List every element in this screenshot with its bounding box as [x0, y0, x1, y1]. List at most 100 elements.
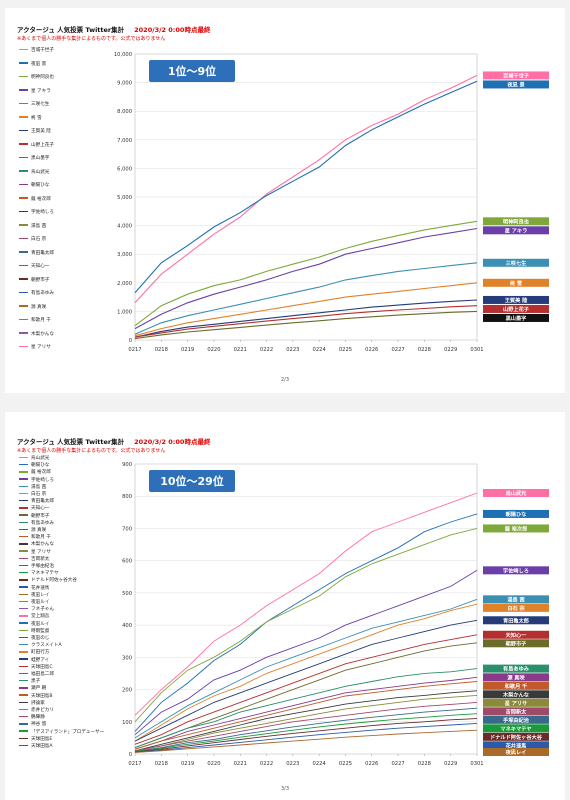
end-label-box: [483, 295, 549, 304]
series-line: [134, 569, 478, 736]
x-tick-label: 0219: [181, 347, 194, 353]
end-label-text: 天知心一: [506, 631, 528, 639]
end-label: 星 アリサ: [483, 698, 549, 707]
chart-title: 10位〜29位: [149, 470, 235, 492]
end-label: マネキマテヤ: [483, 724, 549, 733]
legend-swatch: [19, 658, 28, 660]
end-label-box: [483, 313, 549, 322]
end-label-text: 黒山墨字: [506, 314, 527, 322]
legend-label: 宇佐崎しろ: [31, 477, 54, 483]
legend-label: 朝野市子: [31, 513, 50, 519]
legend-swatch: [19, 251, 28, 253]
end-label-box: [483, 707, 549, 716]
legend-swatch: [19, 456, 28, 459]
legend-swatch: [19, 679, 28, 682]
legend-label: 有島あゆみ: [31, 291, 54, 296]
header-title: アクタージュ 人気投票 Twitter集計: [17, 438, 125, 446]
end-label-box: [483, 715, 549, 724]
legend-swatch: [19, 463, 28, 466]
legend-swatch: [19, 557, 28, 560]
end-label: 三咲七生: [483, 258, 549, 267]
legend-swatch: [19, 543, 28, 545]
legend-label: 湯島 茜: [31, 223, 47, 229]
legend-label: 夜凪レイ: [31, 592, 50, 598]
series-line: [134, 718, 478, 753]
y-tick-label: 8,000: [117, 109, 132, 115]
legend-swatch: [19, 629, 28, 632]
series-line: [134, 527, 478, 723]
legend-label: 薩 裕次郎: [31, 196, 51, 202]
legend-item: 花井速馬: [19, 586, 49, 591]
legend-item: 湯島 茜: [19, 224, 46, 229]
y-tick-label: 5,000: [117, 195, 132, 201]
legend-item: 吉岡新太: [19, 557, 49, 562]
end-label-text: 朝陽ひな: [506, 510, 527, 518]
end-label-box: [483, 673, 549, 682]
end-label-text: 手塚由紀治: [503, 716, 530, 724]
legend-swatch: [19, 305, 28, 307]
legend-item: 源 真咲: [19, 528, 46, 533]
x-tick-label: 0222: [260, 761, 273, 767]
legend-item: 評論家: [19, 701, 45, 706]
header-note: ※あくまで個人の勝手な集計によるものです。公式ではありません: [17, 36, 166, 42]
legend-item: 星 アリサ: [19, 550, 51, 555]
series-line: [134, 598, 478, 739]
legend-label: 白石 宗: [31, 237, 47, 242]
legend-item: 烏山武光: [19, 170, 49, 175]
legend-item: 烏山武光: [19, 456, 49, 461]
legend-label: 和歌月 千: [31, 535, 51, 541]
end-label-box: [483, 748, 549, 756]
legend-label: 蛙野アイ: [31, 657, 50, 663]
x-tick-label: 0301: [470, 761, 483, 767]
legend-item: 時雨監督: [19, 629, 49, 634]
series-line: [134, 492, 478, 716]
legend-swatch: [19, 622, 28, 624]
x-tick-label: 0221: [234, 347, 247, 353]
legend-item: 天球田島B: [19, 694, 53, 699]
end-label-box: [483, 724, 549, 733]
x-tick-label: 0301: [470, 347, 483, 353]
legend-item: 朝野市子: [19, 278, 49, 283]
end-label: 吉岡新太: [483, 707, 549, 716]
legend-item: 星 アリサ: [19, 345, 51, 350]
legend-label: 天知心一: [31, 264, 50, 269]
legend-swatch: [19, 636, 28, 639]
legend-label: 夜凪ルイ: [31, 600, 50, 605]
series-line: [134, 227, 478, 330]
legend-swatch: [19, 615, 28, 617]
end-label-box: [483, 71, 549, 80]
legend-item: 蛙野アイ: [19, 658, 49, 663]
end-label: 柊 雪: [483, 278, 549, 287]
legend-item: 朝野市子: [19, 514, 49, 519]
legend-label: マネキマテヤ: [31, 571, 59, 577]
legend-swatch: [19, 478, 28, 480]
legend-label: 宇佐崎しろ: [31, 210, 54, 215]
legend-label: 烏山武光: [31, 456, 50, 461]
legend-swatch: [19, 737, 28, 740]
legend-swatch: [19, 102, 28, 105]
legend-item: 和歌月 千: [19, 318, 51, 323]
end-label-text: 宇佐崎しろ: [503, 566, 529, 574]
legend-item: 宇佐崎しろ: [19, 478, 54, 483]
legend-swatch: [19, 183, 28, 186]
legend-swatch: [19, 278, 28, 280]
legend-item: 朝陽ひな: [19, 183, 49, 188]
x-tick-label: 0228: [418, 761, 431, 767]
legend-label: 百城千世子: [31, 48, 54, 53]
header-date: 2020/3/2 0:00時点最終: [134, 438, 211, 446]
legend-item: 薩 裕次郎: [19, 197, 51, 202]
end-label-text: マネキマテヤ: [500, 724, 531, 732]
legend-swatch: [19, 156, 28, 159]
legend-label: 花井速馬: [31, 585, 50, 591]
legend-item: 和歌月 千: [19, 535, 51, 540]
chart-title-text: 10位〜29位: [160, 474, 224, 488]
legend-swatch: [19, 224, 28, 226]
header-date: 2020/3/2 0:00時点最終: [134, 26, 211, 34]
y-tick-label: 500: [122, 591, 132, 597]
series-line: [134, 310, 478, 340]
legend-swatch: [19, 579, 28, 581]
series-line: [134, 299, 478, 338]
legend-label: 吉岡新太: [31, 556, 50, 562]
series-line: [134, 513, 478, 732]
legend-swatch: [19, 345, 28, 348]
